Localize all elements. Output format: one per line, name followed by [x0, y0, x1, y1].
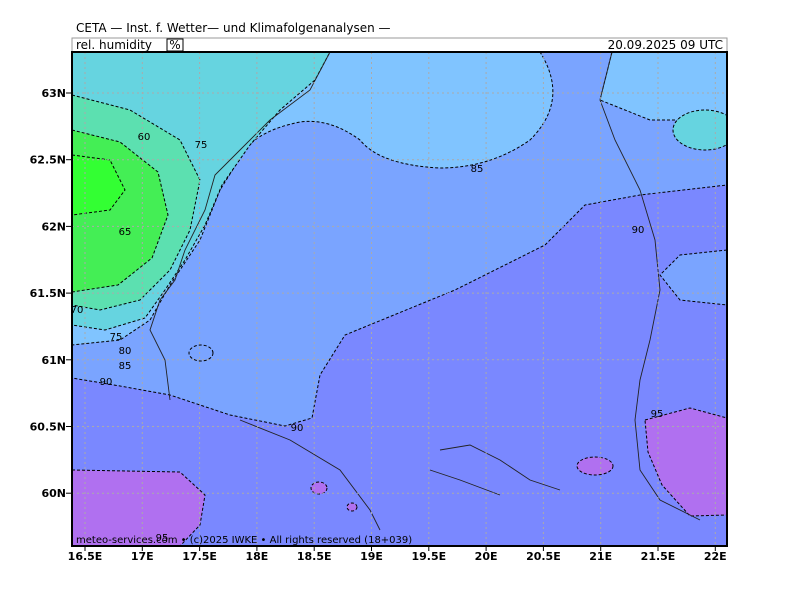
field-above-95: [310, 481, 328, 495]
contour-label: 65: [119, 227, 132, 238]
lon-label: 19.5E: [411, 550, 446, 563]
variable: rel. humidity: [76, 38, 152, 52]
coastline: [599, 52, 701, 521]
map-area: [72, 52, 727, 546]
contour-label: 60: [138, 132, 151, 143]
map-frame: [71, 51, 728, 547]
lon-label: 22E: [704, 550, 727, 563]
unit: %: [169, 38, 180, 52]
field-below-60: [72, 154, 126, 216]
lon-label: 21E: [589, 550, 612, 563]
field-above-95: [346, 502, 358, 512]
field-above-95: [644, 407, 727, 517]
field-75-80: [672, 109, 727, 151]
lat-label: 63N: [41, 87, 66, 100]
footer: meteo-services.com • (c)2025 IWKE • All …: [76, 535, 412, 546]
lat-label: 62.5N: [30, 154, 66, 167]
graticule: [66, 52, 727, 551]
contour-label: 90: [100, 377, 113, 388]
lon-label: 17.5E: [182, 550, 217, 563]
lat-label: 60.5N: [30, 421, 66, 434]
lon-label: 17E: [131, 550, 154, 563]
coastline: [429, 444, 561, 496]
lat-label: 62N: [41, 220, 66, 233]
title: CETA — Inst. f. Wetter— und Klimafolgena…: [76, 21, 391, 35]
field-above-95: [576, 456, 614, 476]
coastline: [149, 52, 381, 531]
lat-label: 61N: [41, 354, 66, 367]
lon-label: 20.5E: [526, 550, 561, 563]
lon-label: 18.5E: [297, 550, 332, 563]
field-85-90: [188, 344, 214, 362]
lat-label: 61.5N: [30, 287, 66, 300]
contour-label: 95: [651, 409, 664, 420]
field-85-90: [659, 249, 727, 306]
contour-label: 70: [71, 305, 84, 316]
contour-label: 85: [119, 361, 132, 372]
contour-label: 90: [291, 423, 304, 434]
valid-time: 20.09.2025 09 UTC: [608, 38, 723, 52]
lon-label: 19E: [360, 550, 383, 563]
lat-label: 60N: [41, 487, 66, 500]
field-above-95: [72, 469, 206, 546]
contour-label: 95: [156, 533, 169, 544]
contour-label: 85: [471, 164, 484, 175]
contour-label: 75: [195, 140, 208, 151]
contour-label: 80: [119, 346, 132, 357]
contour-label: 90: [632, 225, 645, 236]
contour-label: 75: [110, 332, 123, 343]
lon-label: 21.5E: [641, 550, 676, 563]
lon-label: 18E: [245, 550, 268, 563]
lon-label: 20E: [475, 550, 498, 563]
lon-label: 16.5E: [68, 550, 103, 563]
